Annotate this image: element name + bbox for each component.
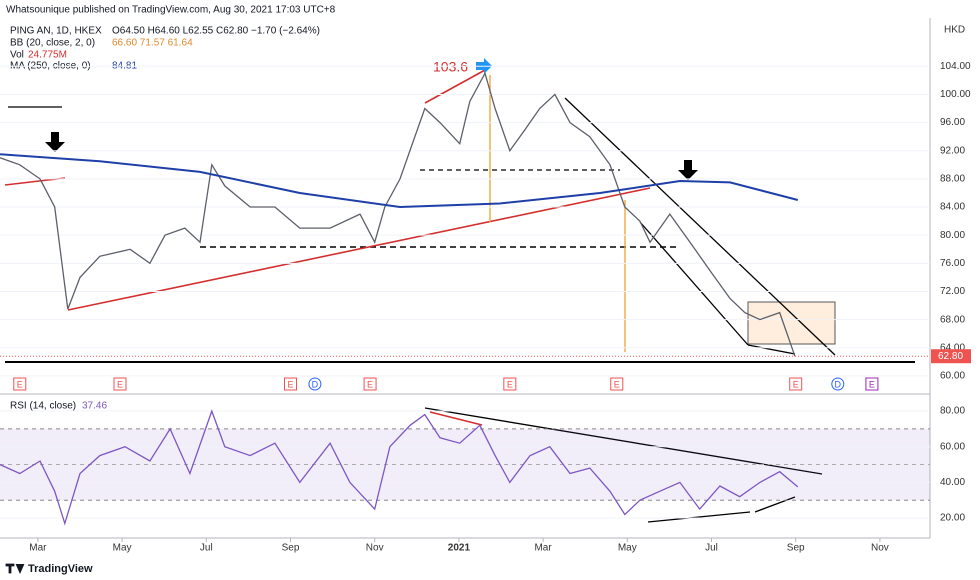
brand: TradingView — [28, 563, 93, 575]
symbol: PING AN, 1D, HKEX — [10, 26, 102, 37]
event-label: E — [287, 379, 293, 389]
event-label: E — [117, 379, 123, 389]
y-tick-label: 88.00 — [940, 174, 965, 185]
channel-line — [639, 221, 749, 346]
drawings — [5, 97, 915, 523]
x-tick-label: Mar — [29, 543, 47, 554]
currency: HKD — [944, 25, 965, 36]
publisher: Whatsounique published on TradingView.co… — [6, 5, 336, 16]
y-tick-label: 60.00 — [940, 441, 965, 452]
x-tick-label: Jul — [200, 543, 213, 554]
vol-value: 24.775M — [28, 50, 67, 61]
y-tick-label: 72.00 — [940, 286, 965, 297]
last-price-label: 62.80 — [938, 351, 963, 362]
earnings-marker — [503, 377, 517, 391]
x-tick-label: 2021 — [448, 543, 471, 554]
y-tick-label: 80.00 — [940, 230, 965, 241]
x-tick-label: May — [618, 543, 637, 554]
x-tick-label: Nov — [871, 543, 889, 554]
rsi-label: RSI (14, close) — [10, 401, 76, 412]
event-label: E — [869, 379, 875, 389]
y-tick-label: 84.00 — [940, 202, 965, 213]
rsi-arrow — [429, 411, 483, 426]
y-tick-label: 60.00 — [940, 371, 965, 382]
last-price-box — [931, 349, 971, 364]
bb-label: BB (20, close, 2, 0) — [10, 38, 95, 49]
down-arrow — [678, 160, 698, 180]
event-label: D — [312, 379, 319, 389]
event-label: E — [507, 379, 513, 389]
logo — [5, 563, 25, 574]
earnings-marker — [283, 377, 297, 391]
y-tick-label: 64.00 — [940, 342, 965, 353]
series-line — [0, 71, 796, 357]
y-tick-label: 20.00 — [940, 513, 965, 524]
series-line — [0, 409, 799, 526]
range-box — [747, 301, 836, 345]
rsi-trend-line — [424, 407, 823, 475]
earnings-marker — [865, 377, 879, 391]
dividend-marker — [831, 377, 845, 391]
y-tick-label: 100.00 — [940, 89, 971, 100]
trend-line — [67, 187, 651, 311]
bb-values: 66.60 71.57 61.64 — [112, 38, 193, 49]
y-tick-label: 68.00 — [940, 314, 965, 325]
earnings-marker — [610, 377, 624, 391]
channel-line — [564, 97, 836, 356]
channel-line — [747, 344, 796, 355]
orange-arrows — [489, 75, 626, 352]
event-label: E — [793, 379, 799, 389]
x-tick-label: Nov — [366, 543, 384, 554]
y-tick-label: 76.00 — [940, 258, 965, 269]
y-tick-label: 80.00 — [940, 406, 965, 417]
down-arrow — [45, 132, 65, 152]
y-tick-label: 92.00 — [940, 145, 965, 156]
event-label: E — [367, 379, 373, 389]
earnings-marker — [13, 377, 27, 391]
event-label: D — [835, 379, 842, 389]
event-label: E — [614, 379, 620, 389]
y-tick-label: 40.00 — [940, 477, 965, 488]
earnings-marker — [789, 377, 803, 391]
rsi-trend-line — [754, 496, 796, 513]
series-line — [0, 153, 799, 209]
ohlc: O64.50 H64.60 L62.55 C62.80 −1.70 (−2.64… — [112, 26, 320, 37]
x-tick-label: Mar — [534, 543, 552, 554]
x-tick-label: May — [113, 543, 132, 554]
trend-arrow — [424, 69, 486, 104]
y-tick-label: 104.00 — [940, 61, 971, 72]
dividend-marker — [308, 377, 322, 391]
event-label: E — [17, 379, 23, 389]
earnings-marker — [363, 377, 377, 391]
vol-label: Vol — [10, 50, 24, 61]
x-tick-label: Sep — [787, 543, 805, 554]
y-tick-label: 96.00 — [940, 117, 965, 128]
x-tick-label: Sep — [282, 543, 300, 554]
x-tick-label: Jul — [705, 543, 718, 554]
rsi-trend-line — [647, 511, 751, 523]
earnings-marker — [113, 377, 127, 391]
rsi-value: 37.46 — [82, 401, 107, 412]
